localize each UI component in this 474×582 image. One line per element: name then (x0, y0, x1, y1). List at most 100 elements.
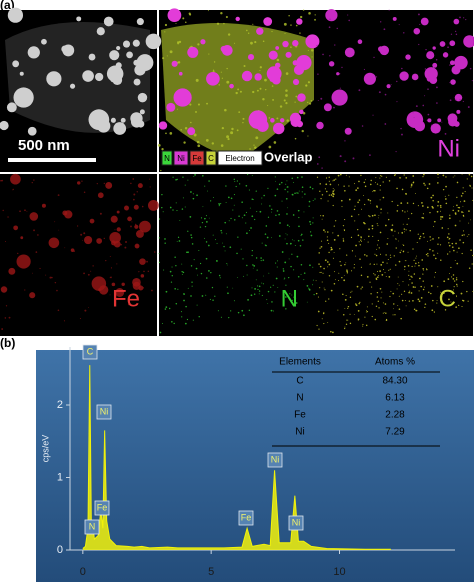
map-speck (73, 250, 76, 252)
map-speck (395, 238, 397, 240)
map-speck (351, 270, 353, 272)
map-speck (436, 302, 438, 304)
map-speck (450, 33, 453, 35)
map-speck (221, 232, 223, 234)
map-speck (428, 291, 430, 294)
map-speck (33, 179, 35, 181)
map-speck (410, 186, 412, 188)
map-speck (251, 175, 253, 177)
map-speck (425, 48, 427, 51)
map-speck (312, 199, 314, 202)
map-speck (271, 208, 273, 210)
particle (7, 7, 24, 23)
map-speck (372, 191, 373, 193)
particle (272, 122, 285, 135)
map-speck (162, 211, 164, 213)
particle (137, 92, 148, 103)
map-speck (354, 205, 356, 207)
particle (96, 238, 103, 244)
map-speck (241, 309, 244, 312)
map-speck (353, 267, 355, 269)
map-speck (347, 305, 350, 308)
map-speck (357, 229, 359, 231)
map-speck (256, 269, 258, 271)
map-speck (187, 287, 189, 289)
map-speck (414, 265, 416, 267)
map-speck (166, 55, 168, 57)
map-speck (354, 220, 356, 222)
map-speck (385, 176, 387, 178)
map-speck (346, 254, 348, 256)
map-speck (181, 316, 183, 318)
map-speck (35, 251, 38, 254)
map-speck (460, 195, 463, 197)
peak-label-box (84, 519, 100, 535)
map-speck (432, 238, 434, 240)
map-speck (469, 185, 472, 187)
map-speck (181, 208, 184, 210)
map-speck (246, 232, 248, 235)
map-speck (301, 176, 303, 178)
map-speck (201, 295, 204, 297)
map-speck (471, 263, 473, 265)
map-speck (368, 235, 370, 238)
map-speck (225, 202, 227, 204)
map-speck (83, 272, 85, 275)
particle (0, 286, 8, 293)
map-speck (430, 239, 432, 241)
map-speck (178, 40, 182, 44)
map-speck (380, 212, 382, 214)
map-speck (344, 140, 346, 142)
map-speck (284, 238, 286, 240)
map-speck (83, 232, 86, 235)
map-speck (342, 314, 345, 316)
map-speck (340, 264, 342, 267)
map-speck (429, 236, 431, 238)
map-speck (333, 106, 335, 109)
map-speck (358, 302, 360, 305)
map-speck (421, 202, 423, 204)
map-speck (252, 264, 254, 266)
map-speck (360, 288, 362, 290)
map-speck (229, 246, 232, 249)
peak-label: Ni (100, 406, 109, 416)
map-speck (240, 248, 242, 250)
map-speck (220, 71, 222, 73)
map-speck (369, 263, 371, 265)
map-speck (250, 41, 253, 45)
map-speck (408, 218, 410, 220)
map-speck (339, 155, 342, 158)
map-speck (233, 194, 235, 196)
map-speck (259, 70, 261, 72)
map-speck (275, 277, 278, 280)
particle (121, 282, 125, 287)
map-speck (292, 214, 295, 216)
map-speck (255, 257, 258, 259)
map-speck (437, 204, 439, 207)
peak-label-box (288, 515, 304, 531)
map-speck (440, 218, 442, 220)
map-speck (344, 219, 346, 221)
map-speck (364, 254, 366, 256)
map-speck (352, 157, 355, 160)
map-speck (302, 239, 304, 241)
map-speck (308, 12, 311, 15)
map-speck (379, 189, 381, 191)
map-speck (281, 251, 284, 253)
map-speck (412, 286, 415, 288)
map-speck (249, 148, 251, 150)
map-speck (208, 217, 210, 219)
map-speck (15, 180, 17, 182)
map-speck (389, 254, 391, 256)
map-speck (385, 318, 388, 321)
map-speck (259, 66, 262, 69)
map-speck (470, 175, 473, 178)
map-speck (394, 230, 396, 232)
map-speck (418, 262, 420, 264)
map-speck (384, 93, 387, 96)
map-speck (368, 228, 370, 231)
map-speck (226, 135, 230, 139)
map-speck (459, 16, 461, 19)
map-speck (311, 49, 314, 52)
map-speck (454, 224, 457, 227)
